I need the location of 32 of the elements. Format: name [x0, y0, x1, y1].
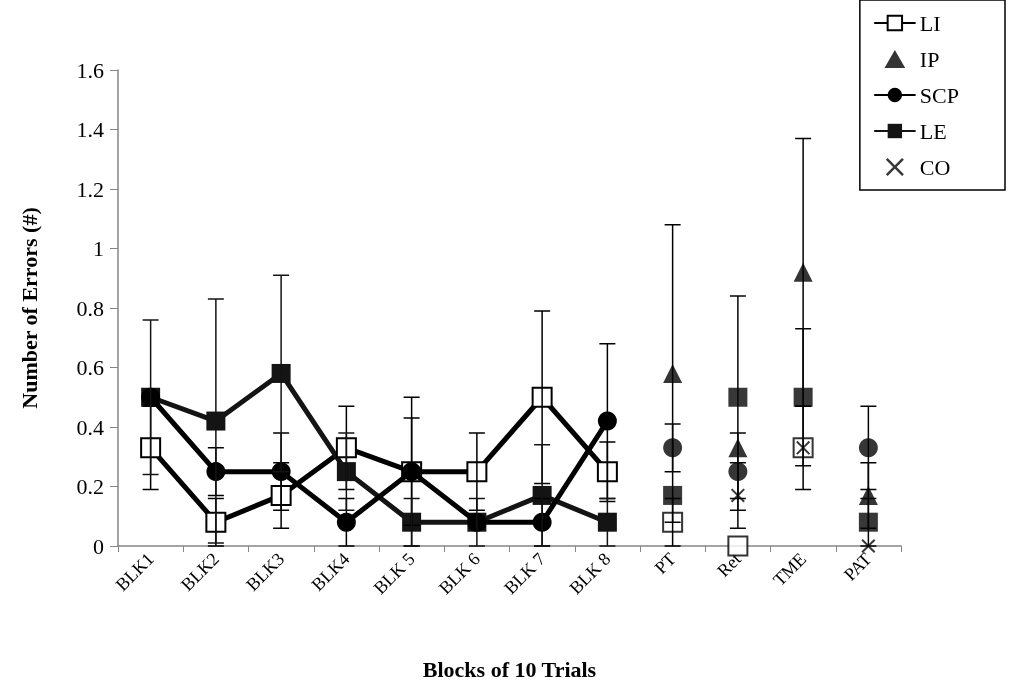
legend-label: LE	[919, 118, 947, 144]
point	[596, 461, 618, 483]
y-tick-label: 0.6	[76, 355, 104, 380]
legend-label: IP	[919, 46, 940, 72]
y-tick-label: 1.2	[76, 176, 104, 202]
y-tick-label: 0.4	[76, 414, 104, 440]
legend-label: SCP	[919, 82, 960, 108]
point	[663, 485, 683, 505]
x-axis-title: Blocks of 10 Trials	[422, 656, 597, 682]
x-tick-label: PT	[650, 548, 680, 578]
point	[597, 411, 617, 431]
point	[861, 539, 876, 553]
point	[858, 438, 878, 458]
point	[663, 438, 683, 458]
legend-label: LI	[919, 10, 941, 36]
y-tick-label: 0	[93, 533, 104, 559]
legend-label: CO	[919, 154, 951, 180]
point	[140, 437, 162, 459]
point	[335, 437, 357, 459]
point	[663, 363, 683, 383]
y-tick-label: 0.2	[76, 474, 104, 499]
point	[727, 535, 749, 557]
point	[597, 512, 617, 532]
y-tick-label: 0.8	[76, 295, 104, 321]
y-tick-label: 1.4	[76, 117, 104, 142]
y-axis-title: Number of Errors (#)	[16, 207, 42, 409]
point	[336, 462, 356, 482]
y-tick-label: 1.6	[76, 57, 104, 83]
x-tick-label: PAT	[839, 548, 876, 585]
x-tick-label: Ret	[713, 548, 745, 581]
y-tick-label: 1	[93, 236, 104, 261]
point	[336, 512, 356, 532]
